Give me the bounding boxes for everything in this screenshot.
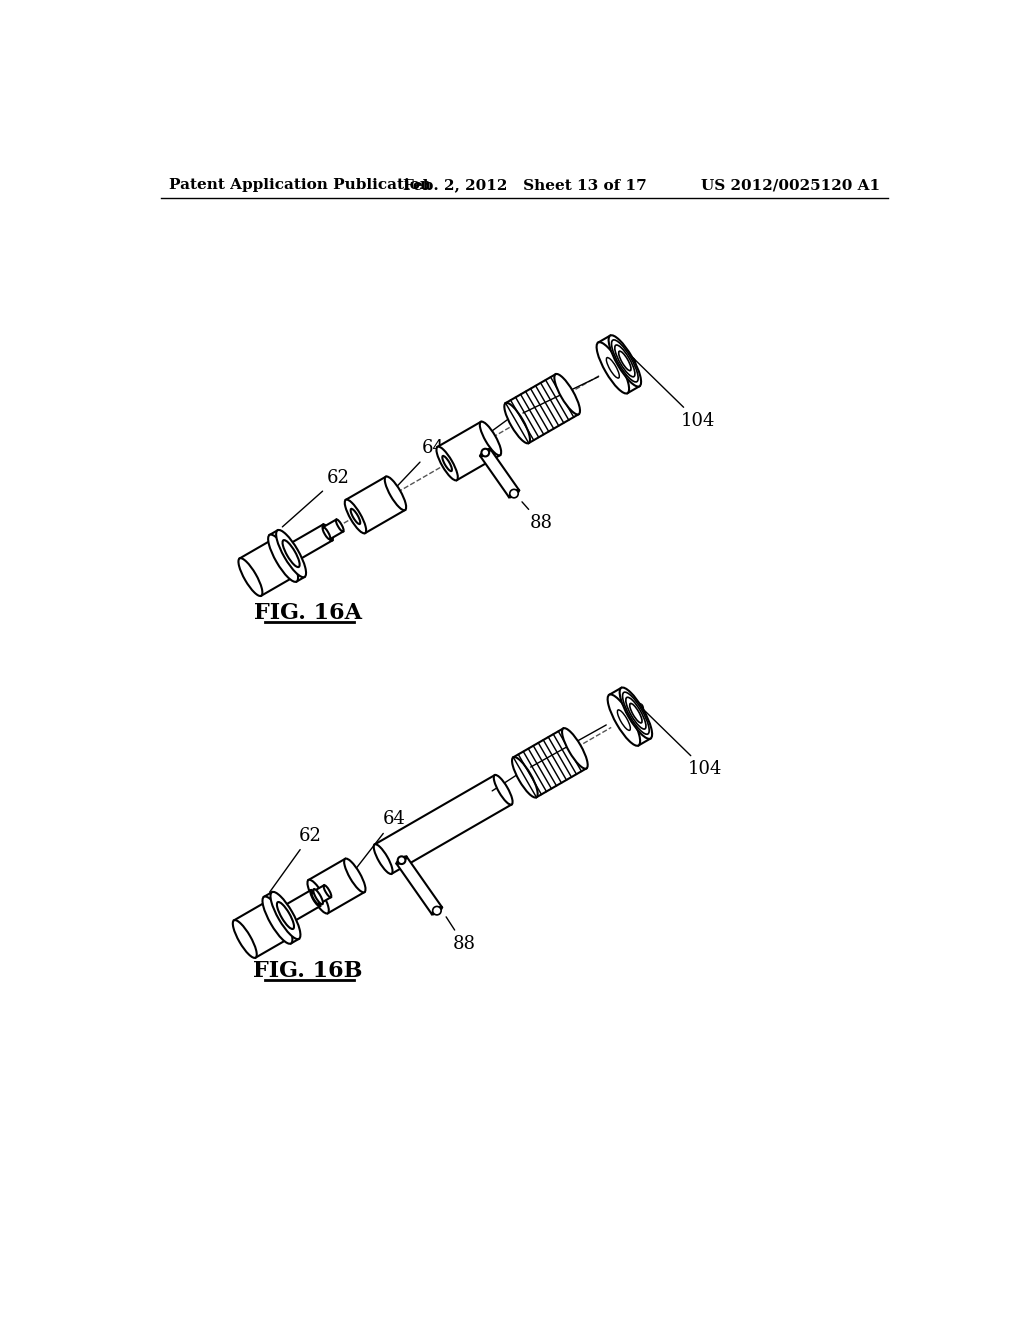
Ellipse shape xyxy=(385,477,407,511)
Ellipse shape xyxy=(597,342,629,393)
Ellipse shape xyxy=(607,694,640,746)
Circle shape xyxy=(510,490,518,498)
Polygon shape xyxy=(308,859,365,913)
Circle shape xyxy=(481,449,489,457)
Ellipse shape xyxy=(307,879,329,913)
Text: 88: 88 xyxy=(522,502,552,532)
Polygon shape xyxy=(480,449,519,498)
Polygon shape xyxy=(264,892,299,944)
Text: 100: 100 xyxy=(530,704,646,767)
Polygon shape xyxy=(287,524,333,561)
Circle shape xyxy=(433,907,441,915)
Ellipse shape xyxy=(606,358,620,378)
Polygon shape xyxy=(269,531,304,582)
Ellipse shape xyxy=(554,374,580,414)
Ellipse shape xyxy=(374,845,392,874)
Ellipse shape xyxy=(275,537,299,574)
Ellipse shape xyxy=(283,540,300,568)
Ellipse shape xyxy=(281,907,291,924)
Ellipse shape xyxy=(324,886,332,898)
Ellipse shape xyxy=(504,403,530,444)
Polygon shape xyxy=(396,857,442,915)
Ellipse shape xyxy=(350,508,360,524)
Ellipse shape xyxy=(310,890,321,907)
Text: 104: 104 xyxy=(624,690,722,779)
Circle shape xyxy=(397,857,406,865)
Ellipse shape xyxy=(608,335,641,387)
Ellipse shape xyxy=(436,446,458,480)
Ellipse shape xyxy=(276,529,306,577)
Ellipse shape xyxy=(323,527,331,540)
Text: Feb. 2, 2012   Sheet 13 of 17: Feb. 2, 2012 Sheet 13 of 17 xyxy=(402,178,647,193)
Polygon shape xyxy=(234,899,292,957)
Polygon shape xyxy=(346,477,406,533)
Ellipse shape xyxy=(239,558,262,597)
Ellipse shape xyxy=(311,892,319,904)
Ellipse shape xyxy=(286,545,296,562)
Polygon shape xyxy=(437,422,500,480)
Text: 88: 88 xyxy=(446,917,475,953)
Ellipse shape xyxy=(344,858,366,892)
Text: US 2012/0025120 A1: US 2012/0025120 A1 xyxy=(701,178,881,193)
Text: 60: 60 xyxy=(493,738,572,791)
Text: 62: 62 xyxy=(269,826,322,892)
Ellipse shape xyxy=(323,524,333,540)
Ellipse shape xyxy=(480,421,501,455)
Polygon shape xyxy=(323,520,343,539)
Text: 100: 100 xyxy=(523,356,638,413)
Ellipse shape xyxy=(432,907,442,915)
Ellipse shape xyxy=(313,890,323,904)
Ellipse shape xyxy=(494,775,513,805)
Ellipse shape xyxy=(232,920,257,958)
Ellipse shape xyxy=(276,902,294,929)
Polygon shape xyxy=(513,729,587,797)
Ellipse shape xyxy=(620,688,652,739)
Text: 60: 60 xyxy=(486,385,553,436)
Ellipse shape xyxy=(617,710,631,730)
Text: 64: 64 xyxy=(397,440,444,486)
Polygon shape xyxy=(281,890,321,924)
Ellipse shape xyxy=(509,490,519,498)
Polygon shape xyxy=(609,688,650,746)
Text: 104: 104 xyxy=(612,338,715,430)
Text: FIG. 16A: FIG. 16A xyxy=(254,602,361,624)
Text: 62: 62 xyxy=(283,469,349,527)
Ellipse shape xyxy=(269,899,294,937)
Ellipse shape xyxy=(562,729,588,768)
Polygon shape xyxy=(312,886,331,904)
Ellipse shape xyxy=(262,896,293,944)
Polygon shape xyxy=(506,374,579,444)
Polygon shape xyxy=(240,537,298,595)
Ellipse shape xyxy=(268,535,298,582)
Ellipse shape xyxy=(442,455,452,471)
Polygon shape xyxy=(598,335,639,393)
Text: 64: 64 xyxy=(356,810,406,867)
Ellipse shape xyxy=(480,449,490,457)
Ellipse shape xyxy=(336,519,344,532)
Ellipse shape xyxy=(345,499,367,533)
Ellipse shape xyxy=(512,758,538,797)
Text: FIG. 16B: FIG. 16B xyxy=(253,960,362,982)
Ellipse shape xyxy=(396,857,407,865)
Text: Patent Application Publication: Patent Application Publication xyxy=(169,178,431,193)
Polygon shape xyxy=(375,775,512,874)
Ellipse shape xyxy=(270,892,300,939)
